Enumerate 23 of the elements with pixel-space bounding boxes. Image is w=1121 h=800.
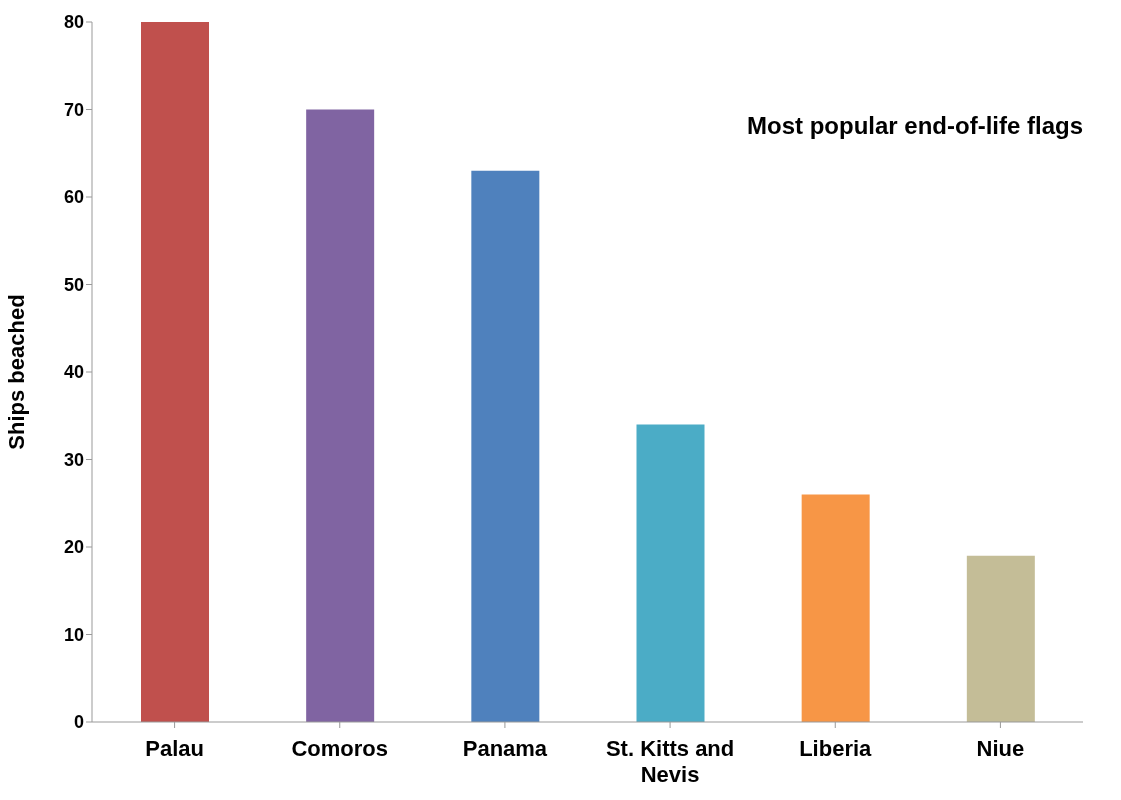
y-tick-label: 60: [63, 187, 84, 208]
x-tick-label: Niue: [976, 736, 1025, 761]
bar: [801, 494, 870, 722]
bar: [636, 424, 705, 722]
x-tick-label: Liberia: [799, 736, 873, 761]
y-tick-label: 70: [63, 99, 84, 120]
y-tick-label: 20: [63, 537, 84, 558]
x-tick-label: St. Kitts and Nevis: [605, 736, 735, 787]
x-tick-label: Comoros: [291, 736, 389, 761]
bar: [471, 170, 540, 722]
bar: [966, 555, 1035, 722]
x-tick-label: Palau: [145, 736, 204, 761]
y-tick-label: 0: [73, 712, 84, 733]
y-tick-label: 30: [63, 449, 84, 470]
bar: [141, 22, 209, 722]
x-tick-label: Panama: [462, 736, 548, 761]
y-tick-label: 50: [63, 274, 84, 295]
y-tick-label: 10: [63, 624, 84, 645]
text: Most popular end-of-life flags: [747, 112, 1083, 140]
y-axis-title: Ships beached: [3, 294, 29, 450]
y-tick-label: 80: [63, 12, 84, 33]
y-tick-label: 40: [63, 362, 84, 383]
bar: [306, 109, 375, 722]
